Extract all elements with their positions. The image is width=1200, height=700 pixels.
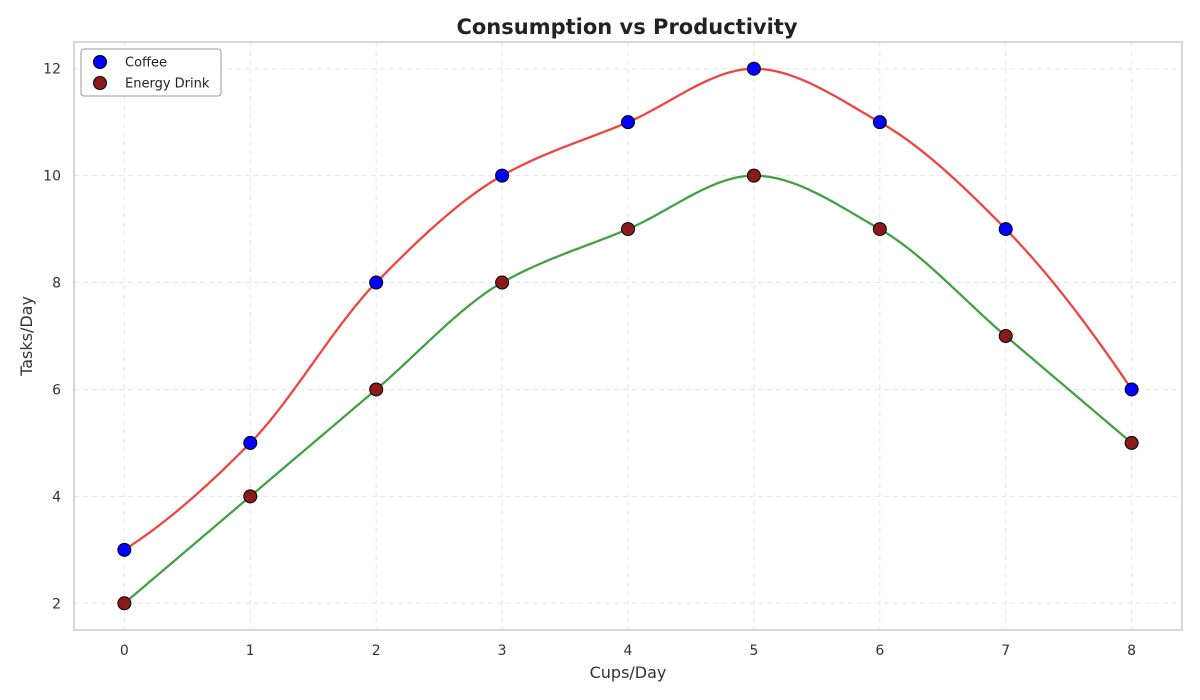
- data-point-energy-drink-6: [872, 222, 887, 237]
- data-point-energy-drink-1: [243, 489, 258, 504]
- y-axis-label: Tasks/Day: [17, 296, 36, 377]
- x-tick-label-0: 0: [120, 643, 129, 659]
- legend-label-coffee: Coffee: [125, 56, 167, 71]
- data-point-energy-drink-5: [746, 168, 761, 183]
- y-tick-label-10: 10: [43, 169, 61, 185]
- data-point-coffee-3: [495, 168, 510, 183]
- y-tick-label-6: 6: [52, 382, 61, 398]
- legend-marker-energy-drink: [93, 76, 107, 90]
- y-axis-ticks: 2 4 6 8 10 12: [43, 62, 61, 613]
- data-point-coffee-6: [872, 115, 887, 130]
- legend: Coffee Energy Drink: [80, 48, 222, 97]
- data-point-energy-drink-7: [998, 329, 1013, 343]
- data-point-coffee-7: [998, 222, 1013, 237]
- x-axis-ticks: 0 1 2 3 4 5 6 7 8: [120, 643, 1136, 659]
- plot-area-frame: [73, 41, 1183, 631]
- data-point-coffee-5: [746, 61, 761, 76]
- legend-marker-coffee: [93, 55, 107, 69]
- data-point-coffee-1: [243, 435, 258, 450]
- data-point-coffee-8: [1124, 382, 1139, 397]
- legend-label-energy-drink: Energy Drink: [125, 77, 210, 92]
- data-point-energy-drink-2: [369, 382, 384, 397]
- data-point-coffee-2: [369, 275, 384, 290]
- data-point-energy-drink-8: [1124, 435, 1139, 450]
- data-point-energy-drink-0: [117, 596, 132, 611]
- series-points: [117, 61, 1139, 611]
- data-point-energy-drink-3: [495, 275, 510, 290]
- grid: [74, 42, 1182, 630]
- y-tick-label-2: 2: [52, 596, 61, 612]
- data-point-coffee-0: [117, 542, 132, 557]
- x-tick-label-7: 7: [1001, 643, 1010, 659]
- x-tick-label-2: 2: [372, 643, 381, 659]
- y-tick-label-4: 4: [52, 489, 61, 505]
- data-point-coffee-4: [621, 115, 635, 130]
- x-tick-label-4: 4: [624, 643, 633, 659]
- x-tick-label-1: 1: [246, 643, 255, 659]
- legend-box: [80, 48, 222, 97]
- chart-title: Consumption vs Productivity: [456, 15, 797, 39]
- y-tick-label-8: 8: [52, 276, 61, 292]
- y-tick-label-12: 12: [43, 62, 61, 78]
- x-tick-label-6: 6: [875, 643, 884, 659]
- x-tick-label-3: 3: [498, 643, 507, 659]
- x-tick-label-5: 5: [749, 643, 758, 659]
- data-point-energy-drink-4: [621, 222, 635, 237]
- x-axis-label: Cups/Day: [590, 663, 667, 682]
- x-tick-label-8: 8: [1127, 643, 1136, 659]
